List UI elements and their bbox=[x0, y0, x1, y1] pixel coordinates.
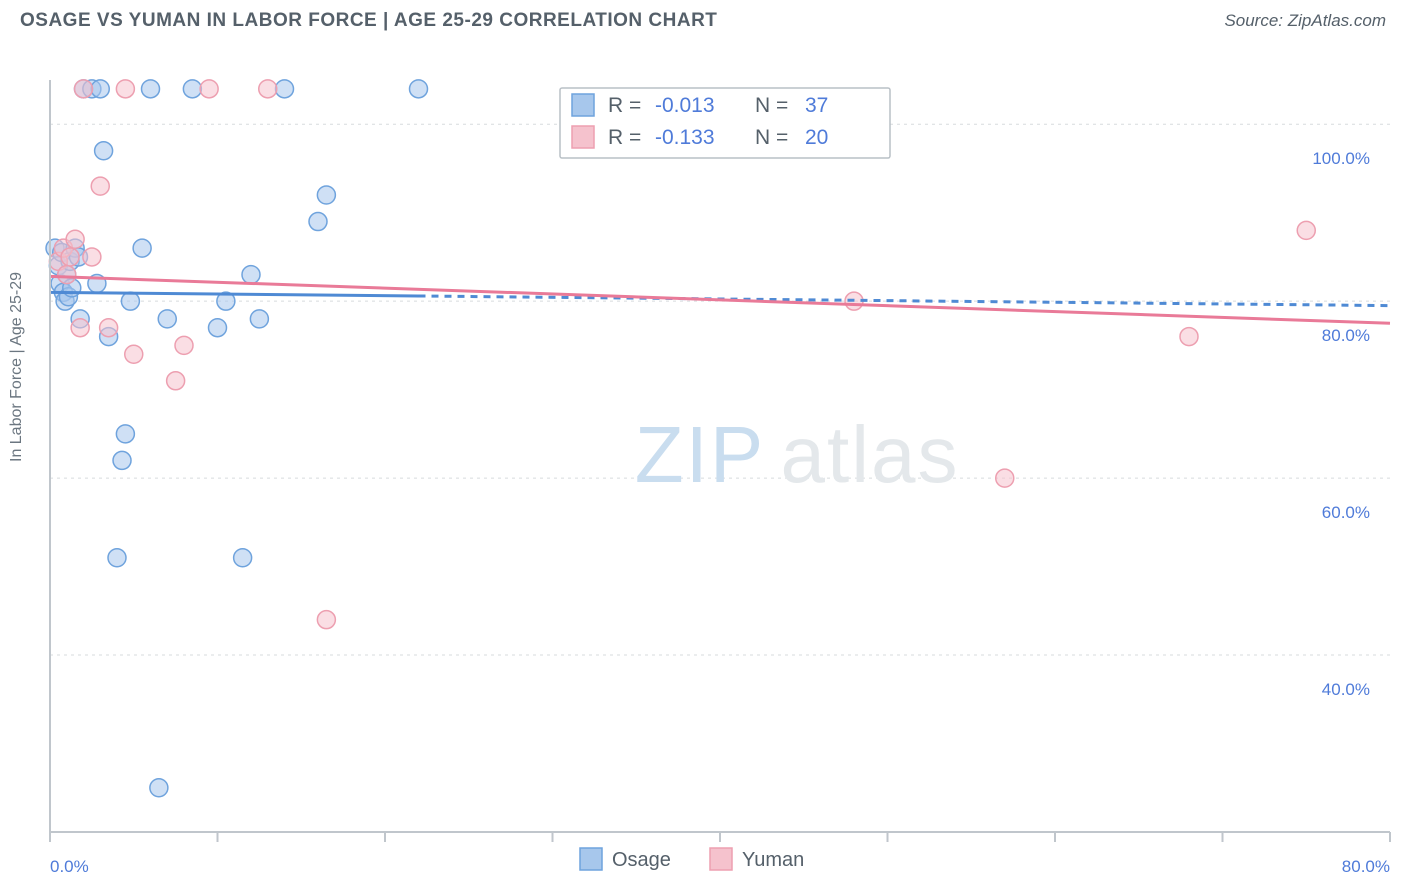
scatter-point bbox=[175, 336, 193, 354]
chart-source: Source: ZipAtlas.com bbox=[1224, 11, 1386, 31]
stats-n-value: 20 bbox=[805, 126, 828, 149]
scatter-point bbox=[209, 319, 227, 337]
scatter-point bbox=[108, 549, 126, 567]
scatter-point bbox=[158, 310, 176, 328]
legend-label: Yuman bbox=[742, 849, 804, 871]
y-tick-label: 80.0% bbox=[1322, 326, 1370, 345]
y-axis-label: In Labor Force | Age 25-29 bbox=[8, 272, 26, 462]
y-tick-label: 60.0% bbox=[1322, 503, 1370, 522]
scatter-point bbox=[242, 266, 260, 284]
x-tick-label: 0.0% bbox=[50, 857, 89, 876]
scatter-point bbox=[61, 248, 79, 266]
scatter-point bbox=[125, 345, 143, 363]
scatter-point bbox=[276, 80, 294, 98]
scatter-point bbox=[71, 319, 89, 337]
scatter-point bbox=[317, 186, 335, 204]
legend-swatch bbox=[572, 126, 594, 148]
scatter-point bbox=[113, 451, 131, 469]
scatter-point bbox=[317, 611, 335, 629]
scatter-point bbox=[1297, 221, 1315, 239]
chart-area: In Labor Force | Age 25-29 40.0% 60.0% 80.… bbox=[0, 32, 1406, 882]
legend-label: Osage bbox=[612, 849, 671, 871]
scatter-point bbox=[66, 230, 84, 248]
scatter-point bbox=[996, 469, 1014, 487]
scatter-point bbox=[259, 80, 277, 98]
scatter-point bbox=[91, 177, 109, 195]
scatter-point bbox=[167, 372, 185, 390]
scatter-point bbox=[95, 142, 113, 160]
stats-r-value: -0.133 bbox=[655, 126, 715, 149]
scatter-point bbox=[309, 213, 327, 231]
scatter-point bbox=[1180, 328, 1198, 346]
scatter-point bbox=[116, 80, 134, 98]
stats-n-label: N = bbox=[755, 94, 788, 117]
trend-line-dashed bbox=[419, 296, 1391, 306]
scatter-point bbox=[183, 80, 201, 98]
scatter-point bbox=[121, 292, 139, 310]
watermark: atlas bbox=[781, 410, 960, 499]
y-tick-label: 100.0% bbox=[1312, 149, 1370, 168]
scatter-point bbox=[83, 248, 101, 266]
stats-r-value: -0.013 bbox=[655, 94, 715, 117]
legend-swatch bbox=[580, 848, 602, 870]
scatter-point bbox=[133, 239, 151, 257]
scatter-point bbox=[250, 310, 268, 328]
scatter-point bbox=[75, 80, 93, 98]
stats-n-value: 37 bbox=[805, 94, 828, 117]
legend-swatch bbox=[572, 94, 594, 116]
scatter-point bbox=[410, 80, 428, 98]
scatter-point bbox=[58, 266, 76, 284]
chart-title: OSAGE VS YUMAN IN LABOR FORCE | AGE 25-2… bbox=[20, 10, 717, 32]
y-tick-label: 40.0% bbox=[1322, 680, 1370, 699]
chart-svg: 40.0% 60.0% 80.0% 100.0% ZIPatlas 0.0% 80.0% R … bbox=[0, 32, 1406, 882]
watermark: ZIP bbox=[635, 410, 765, 499]
trend-line bbox=[50, 292, 419, 296]
legend-swatch bbox=[710, 848, 732, 870]
scatter-point bbox=[116, 425, 134, 443]
stats-r-label: R = bbox=[608, 126, 641, 149]
stats-r-label: R = bbox=[608, 94, 641, 117]
scatter-point bbox=[100, 319, 118, 337]
stats-n-label: N = bbox=[755, 126, 788, 149]
x-tick-label: 80.0% bbox=[1342, 857, 1390, 876]
scatter-point bbox=[142, 80, 160, 98]
scatter-point bbox=[91, 80, 109, 98]
scatter-point bbox=[234, 549, 252, 567]
scatter-point bbox=[150, 779, 168, 797]
scatter-point bbox=[200, 80, 218, 98]
